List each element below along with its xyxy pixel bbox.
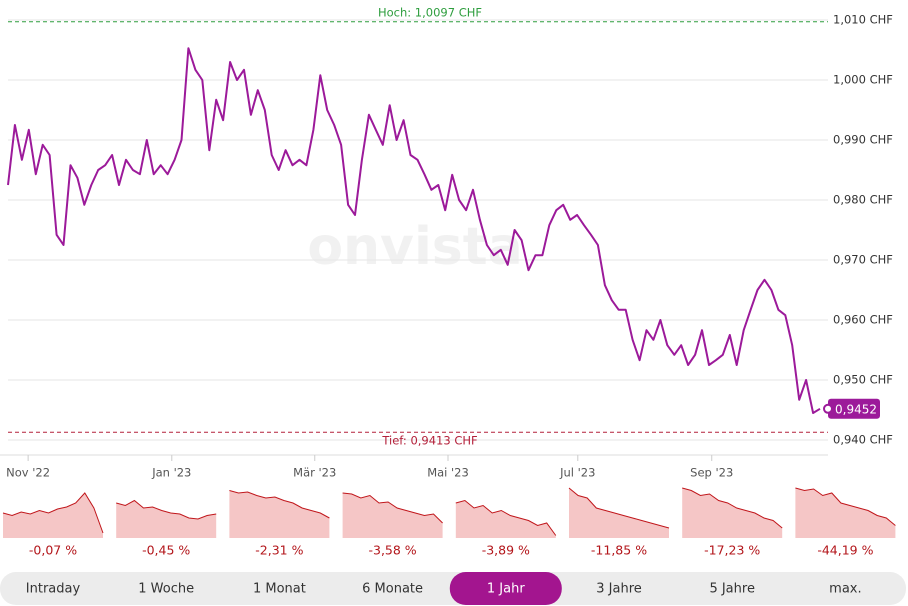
sparkline <box>568 487 670 529</box>
period-button[interactable]: 3 Jahre <box>596 582 642 597</box>
sparkline-area <box>342 493 443 538</box>
period-button[interactable]: 6 Monate <box>362 582 423 597</box>
x-tick-label: Jan '23 <box>151 466 191 480</box>
period-button[interactable]: Intraday <box>26 582 81 597</box>
x-tick-label: Sep '23 <box>690 466 733 480</box>
y-tick-label: 0,990 CHF <box>833 133 893 147</box>
period-change: -3,89 % <box>482 543 530 558</box>
price-line <box>7 47 821 414</box>
period-change: -17,23 % <box>704 543 760 558</box>
low-label: Tief: 0,9413 CHF <box>381 434 477 448</box>
x-tick-label: Jul '23 <box>559 466 595 480</box>
period-change: -3,58 % <box>368 543 416 558</box>
period-change: -11,85 % <box>591 543 647 558</box>
period-change: -0,07 % <box>29 543 77 558</box>
watermark: onvista <box>307 217 522 277</box>
sparkline <box>116 499 217 520</box>
sparkline-area <box>455 500 556 538</box>
y-tick-label: 0,980 CHF <box>833 193 893 207</box>
sparkline-area <box>795 488 896 538</box>
sparkline <box>795 487 896 526</box>
period-change: -44,19 % <box>817 543 873 558</box>
x-tick-label: Nov '22 <box>6 466 50 480</box>
last-price-badge <box>828 398 880 419</box>
sparkline <box>682 487 783 529</box>
sparkline-area <box>3 493 103 538</box>
sparkline-area <box>569 488 669 538</box>
high-label: Hoch: 1,0097 CHF <box>378 5 482 19</box>
last-price-label: 0,9452 <box>835 402 877 416</box>
y-tick-label: 0,940 CHF <box>833 433 893 447</box>
y-tick-label: 0,950 CHF <box>833 373 893 387</box>
period-button[interactable]: max. <box>829 582 861 597</box>
period-button[interactable]: 5 Jahre <box>709 582 755 597</box>
sparkline <box>455 499 557 536</box>
period-button[interactable]: 1 Monat <box>253 582 306 597</box>
period-change: -0,45 % <box>142 543 190 558</box>
sparkline <box>342 492 443 524</box>
period-change: -2,31 % <box>255 543 303 558</box>
y-tick-label: 1,010 CHF <box>833 13 893 27</box>
period-button[interactable]: 1 Jahr <box>487 582 525 597</box>
last-price-dot <box>823 403 833 414</box>
y-tick-label: 1,000 CHF <box>833 73 893 87</box>
y-tick-label: 0,970 CHF <box>833 253 893 267</box>
y-tick-label: 0,960 CHF <box>833 313 893 327</box>
sparkline-area <box>229 490 330 538</box>
x-tick-label: Mär '23 <box>293 466 336 480</box>
sparkline-area <box>682 488 783 538</box>
sparkline <box>2 492 104 534</box>
x-tick-label: Mai '23 <box>427 466 469 480</box>
sparkline-area <box>116 500 217 538</box>
sparkline <box>229 490 330 519</box>
period-button[interactable]: 1 Woche <box>138 582 194 597</box>
period-button-active[interactable] <box>449 572 562 605</box>
